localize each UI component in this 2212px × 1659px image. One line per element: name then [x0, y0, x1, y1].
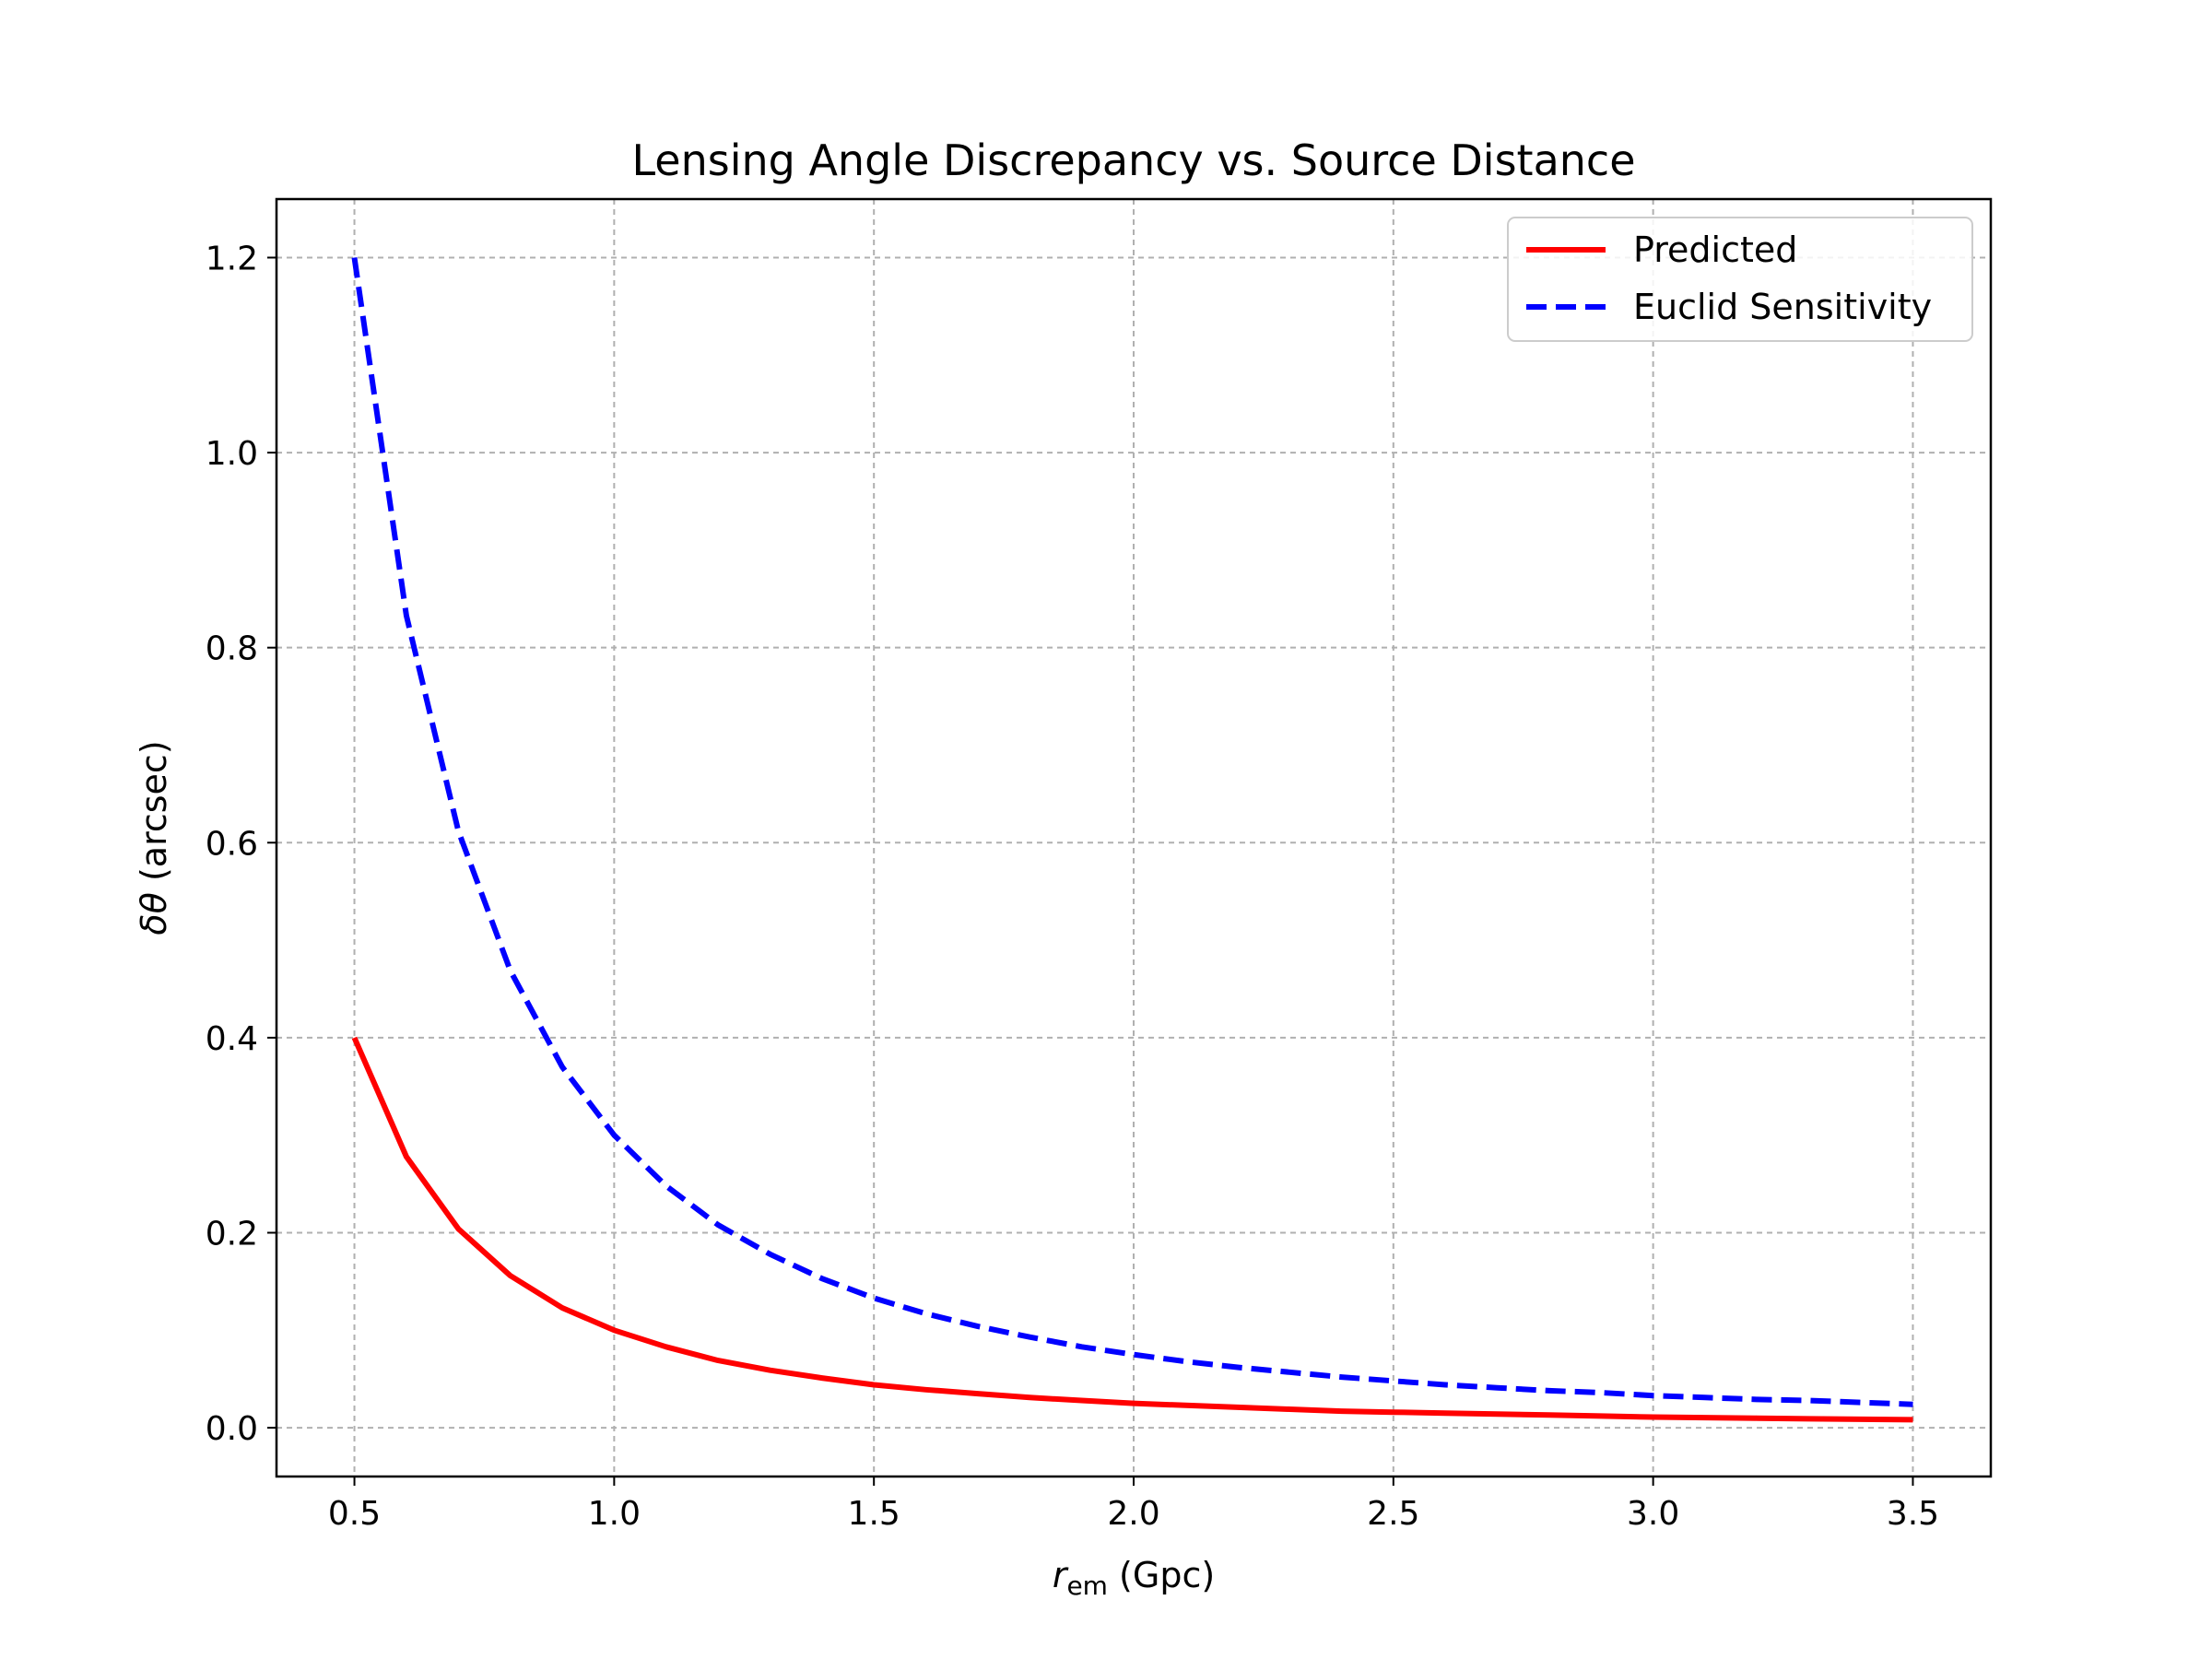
y-tick-label: 0.4: [206, 1020, 258, 1058]
axis-ticks: 0.5 1.0 1.5 2.0 2.5 3.0 3.5 0.0 0.2 0.4 0.6 0.8 1.0 1…: [206, 240, 1939, 1533]
grid: [276, 199, 1991, 1477]
y-tick-label: 1.0: [206, 435, 258, 473]
legend-box: [1507, 217, 1973, 342]
y-axis-label: δθ (arcsec): [134, 740, 174, 935]
y-tick-label: 1.2: [206, 240, 258, 277]
y-tick-label: 0.8: [206, 630, 258, 668]
x-tick-label: 2.5: [1367, 1495, 1419, 1533]
series-line-euclid-sensitivity: [351, 257, 1913, 1407]
x-axis-label-unit: (Gpc): [1108, 1555, 1215, 1595]
x-axis-label: rem (Gpc): [1053, 1555, 1215, 1601]
x-axis-label-symbol: r: [1053, 1555, 1069, 1595]
y-axis-label-symbol: δθ: [134, 892, 174, 935]
series-layer: [351, 257, 1913, 1423]
series-line-predicted: [351, 1036, 1913, 1423]
x-tick-label: 3.0: [1627, 1495, 1679, 1533]
x-tick-label: 2.0: [1107, 1495, 1159, 1533]
legend-label-predicted: Predicted: [1633, 229, 1797, 270]
x-tick-label: 1.0: [588, 1495, 641, 1533]
y-tick-label: 0.2: [206, 1215, 258, 1253]
x-tick-label: 1.5: [848, 1495, 900, 1533]
y-tick-label: 0.0: [206, 1410, 258, 1448]
chart-title: Lensing Angle Discrepancy vs. Source Dis…: [631, 135, 1635, 185]
x-axis-label-subscript: em: [1066, 1571, 1108, 1601]
legend: Predicted Euclid Sensitivity: [1507, 217, 1973, 342]
y-tick-label: 0.6: [206, 825, 258, 863]
x-tick-label: 0.5: [328, 1495, 381, 1533]
y-axis-label-unit: (arcsec): [134, 740, 174, 892]
x-tick-label: 3.5: [1887, 1495, 1939, 1533]
legend-label-euclid-sensitivity: Euclid Sensitivity: [1633, 287, 1932, 327]
